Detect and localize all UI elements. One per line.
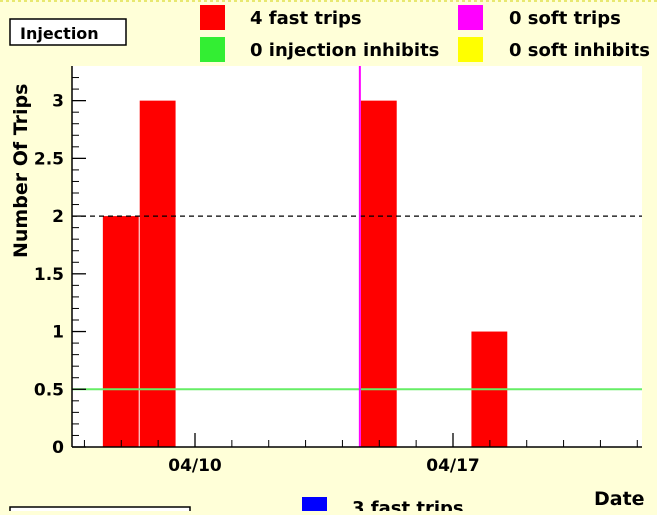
legend-swatch-soft-inhibits xyxy=(458,37,483,62)
panel-label-box: Injection xyxy=(9,18,127,46)
y-tick-label: 0.5 xyxy=(34,380,64,400)
bar-04-09 xyxy=(139,100,176,448)
y-axis-title: Number Of Trips xyxy=(10,84,32,258)
legend-label-fast-trips: 4 fast trips xyxy=(250,8,362,29)
bottom-legend-swatch xyxy=(302,497,327,515)
next-panel-label-box xyxy=(9,506,191,515)
legend-label-soft-inhibits: 0 soft inhibits xyxy=(509,40,650,61)
y-tick-label: 3 xyxy=(52,92,64,112)
legend: 4 fast trips 0 soft trips 0 injection in… xyxy=(200,5,650,62)
legend-swatch-fast-trips xyxy=(200,5,225,30)
y-tick-label: 1.5 xyxy=(34,265,64,285)
legend-label-injection-inhibits: 0 injection inhibits xyxy=(250,40,439,61)
reference-lines xyxy=(72,215,642,391)
y-tick-label: 0 xyxy=(52,438,64,458)
legend-swatch-soft-trips xyxy=(458,5,483,30)
x-tick-label: 04/17 xyxy=(426,456,480,476)
bar-04-08 xyxy=(102,216,139,447)
legend-swatch-injection-inhibits xyxy=(200,37,225,62)
bar-04-15 xyxy=(360,100,397,448)
x-tick-label: 04/10 xyxy=(168,456,222,476)
x-axis-title: Date xyxy=(594,488,645,510)
y-ticks: 0 0.5 1 1.5 2 2.5 3 xyxy=(34,77,86,458)
x-ticks: 04/10 04/17 xyxy=(83,433,638,476)
bottom-legend-label: 3 fast trips xyxy=(352,498,464,511)
y-tick-label: 1 xyxy=(52,323,64,343)
panel-label: Injection xyxy=(20,24,99,43)
y-tick-label: 2 xyxy=(52,207,64,227)
legend-label-soft-trips: 0 soft trips xyxy=(509,8,621,29)
y-tick-label: 2.5 xyxy=(34,149,64,169)
